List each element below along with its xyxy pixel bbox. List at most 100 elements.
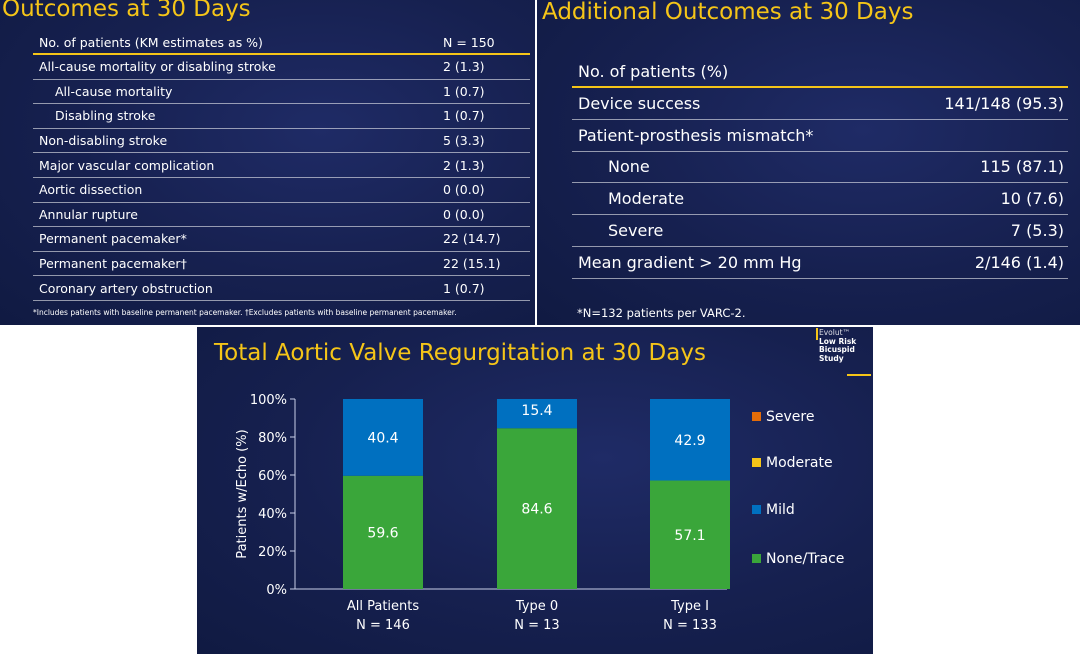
table-row: All-cause mortality or disabling stroke 2… — [33, 55, 530, 80]
legend-label: Mild — [766, 502, 795, 518]
row-value: 22 (14.7) — [443, 231, 501, 247]
table-row: Severe 7 (5.3) — [572, 215, 1068, 247]
row-label: Severe — [608, 221, 664, 241]
table-body: All-cause mortality or disabling stroke 2… — [33, 55, 530, 301]
row-value: 22 (15.1) — [443, 256, 501, 272]
data-label: 15.4 — [521, 403, 552, 419]
data-label: 84.6 — [521, 502, 552, 518]
outcomes-slide: Outcomes at 30 Days No. of patients (KM … — [0, 0, 535, 325]
table-row: Coronary artery obstruction 1 (0.7) — [33, 276, 530, 301]
data-label: 59.6 — [367, 525, 398, 541]
row-label: Permanent pacemaker† — [39, 256, 187, 272]
logo-line: Low Risk — [819, 336, 857, 346]
header-label: No. of patients (KM estimates as %) — [39, 35, 263, 50]
stacked-bar-chart: 0% 20% 40% 60% 80% 100% Patients w/Echo (%) 59.… — [235, 393, 844, 633]
row-value: 0 (0.0) — [443, 182, 485, 198]
y-tick-label: 20% — [258, 545, 287, 560]
row-value: 2/146 (1.4) — [974, 252, 1064, 272]
table-row: Aortic dissection 0 (0.0) — [33, 178, 530, 203]
table-row: All-cause mortality 1 (0.7) — [33, 80, 530, 105]
header-value: N = 150 — [443, 35, 495, 50]
row-value: 0 (0.0) — [443, 206, 485, 222]
row-value: 10 (7.6) — [1000, 189, 1064, 209]
table-row: Annular rupture 0 (0.0) — [33, 203, 530, 228]
legend-swatch — [752, 458, 761, 467]
y-axis-title: Patients w/Echo (%) — [235, 429, 250, 558]
x-category-n: N = 146 — [356, 618, 410, 633]
logo-line: Study — [819, 353, 844, 363]
row-label: None — [608, 157, 650, 177]
y-tick-label: 40% — [258, 507, 287, 522]
data-label: 42.9 — [674, 433, 705, 449]
table-row: Moderate 10 (7.6) — [572, 183, 1068, 216]
row-value: 7 (5.3) — [1010, 221, 1064, 241]
table-row: Patient-prosthesis mismatch* — [572, 120, 1068, 152]
row-label: Patient-prosthesis mismatch* — [578, 125, 814, 145]
table-row: Major vascular complication 2 (1.3) — [33, 153, 530, 178]
row-value: 141/148 (95.3) — [944, 93, 1064, 113]
y-tick-label: 0% — [266, 583, 287, 598]
table-body: Device success 141/148 (95.3) Patient-pros… — [572, 88, 1068, 279]
legend-swatch — [752, 412, 761, 421]
legend-label: None/Trace — [766, 551, 844, 567]
x-category-label: Type 0 — [515, 599, 558, 614]
logo-brand: Evolut™ — [819, 328, 851, 337]
additional-outcomes-slide: Additional Outcomes at 30 Days No. of pa… — [537, 0, 1080, 325]
logo-line: Bicuspid — [819, 345, 855, 354]
row-label: Disabling stroke — [55, 108, 156, 124]
data-label: 57.1 — [674, 528, 705, 544]
row-label: Permanent pacemaker* — [39, 231, 187, 247]
y-tick-label: 60% — [258, 469, 287, 484]
row-value: 5 (3.3) — [443, 133, 485, 149]
table-header: No. of patients (KM estimates as %) N = … — [33, 32, 530, 55]
row-value: 1 (0.7) — [443, 280, 485, 296]
row-value: 115 (87.1) — [980, 157, 1064, 177]
bar-segment-none-trace — [343, 475, 423, 589]
header-label: No. of patients (%) — [578, 62, 729, 81]
table-row: Non-disabling stroke 5 (3.3) — [33, 129, 530, 154]
bar-segment-mild — [343, 399, 423, 476]
x-category-label: All Patients — [347, 599, 420, 614]
y-tick-label: 100% — [250, 393, 287, 408]
row-label: Mean gradient > 20 mm Hg — [578, 252, 802, 272]
x-category-label: Type I — [670, 599, 709, 614]
table-row: Mean gradient > 20 mm Hg 2/146 (1.4) — [572, 247, 1068, 279]
table-row: None 115 (87.1) — [572, 152, 1068, 184]
table-row: Permanent pacemaker* 22 (14.7) — [33, 227, 530, 252]
legend-swatch — [752, 554, 761, 563]
study-logo: Evolut™ Low Risk Bicuspid Study — [819, 328, 857, 363]
logo-accent-bar — [847, 374, 871, 376]
row-label: All-cause mortality — [55, 83, 173, 99]
bar-segment-none-trace — [497, 428, 577, 589]
x-category-n: N = 13 — [514, 618, 559, 633]
row-label: Device success — [578, 93, 701, 113]
table-row: Device success 141/148 (95.3) — [572, 88, 1068, 120]
row-value: 2 (1.3) — [443, 59, 485, 75]
y-tick-label: 80% — [258, 431, 287, 446]
slide-title: Outcomes at 30 Days — [2, 0, 251, 22]
legend-swatch — [752, 505, 761, 514]
legend-label: Severe — [766, 409, 814, 425]
table-row: Disabling stroke 1 (0.7) — [33, 104, 530, 129]
regurgitation-chart-slide: Total Aortic Valve Regurgitation at 30 D… — [197, 327, 873, 654]
logo-accent-bar — [816, 328, 818, 340]
row-label: Annular rupture — [39, 206, 138, 222]
x-category-n: N = 133 — [663, 618, 717, 633]
legend-label: Moderate — [766, 455, 833, 471]
row-value: 1 (0.7) — [443, 83, 485, 99]
bar-segment-none-trace — [650, 480, 730, 589]
row-value: 2 (1.3) — [443, 157, 485, 173]
footnote: *N=132 patients per VARC-2. — [577, 306, 746, 320]
row-label: Coronary artery obstruction — [39, 280, 213, 296]
bar-segment-mild — [497, 399, 577, 429]
row-value: 1 (0.7) — [443, 108, 485, 124]
footnote: *Includes patients with baseline permane… — [33, 308, 457, 317]
data-label: 40.4 — [367, 430, 398, 446]
additional-outcomes-table: No. of patients (%) Device success 141/14… — [572, 57, 1068, 279]
row-label: Major vascular complication — [39, 157, 215, 173]
table-header: No. of patients (%) — [572, 57, 1068, 88]
table-row: Permanent pacemaker† 22 (15.1) — [33, 252, 530, 277]
bar-segment-mild — [650, 399, 730, 481]
row-label: Aortic dissection — [39, 182, 143, 198]
